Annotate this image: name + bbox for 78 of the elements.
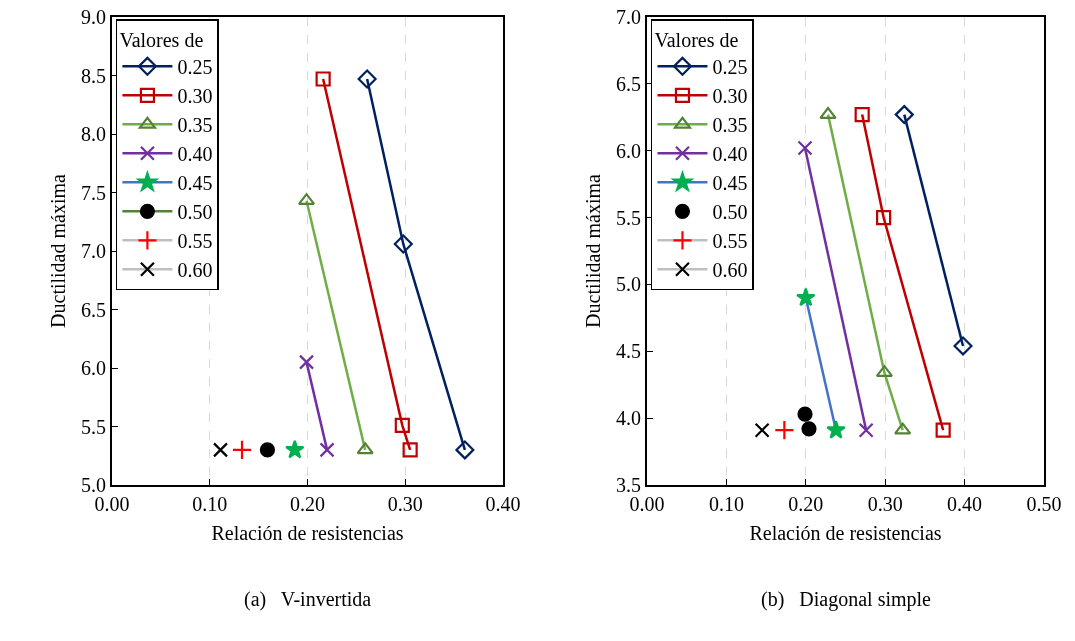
point bbox=[455, 440, 475, 460]
legend-label: 0.40 bbox=[712, 143, 748, 166]
point bbox=[774, 419, 795, 441]
y-tick-label: 5.5 bbox=[616, 206, 641, 229]
x-tick-label: 0.40 bbox=[485, 493, 521, 515]
legend-label: 0.30 bbox=[177, 85, 213, 108]
point bbox=[319, 442, 335, 458]
text: (a) V-invertida bbox=[244, 588, 372, 611]
point bbox=[858, 422, 874, 438]
x-axis-title: Relación de resistencias bbox=[749, 522, 942, 544]
point bbox=[796, 287, 816, 307]
y-tick-label: 7.0 bbox=[616, 6, 641, 28]
point bbox=[935, 422, 951, 438]
point bbox=[797, 406, 813, 422]
y-tick-label: 7.0 bbox=[81, 240, 106, 262]
y-tick-label: 4.0 bbox=[616, 407, 641, 430]
y-tick-label: 5.0 bbox=[81, 474, 106, 496]
y-tick-label: 3.5 bbox=[616, 474, 641, 496]
point bbox=[894, 422, 912, 435]
legend-label: 0.50 bbox=[712, 201, 748, 224]
legend-label: 0.35 bbox=[177, 114, 213, 137]
legend-label: 0.25 bbox=[177, 56, 213, 79]
legend-label: 0.60 bbox=[177, 259, 213, 282]
x-tick-label: 0.00 bbox=[94, 493, 130, 515]
legend-label: 0.55 bbox=[177, 230, 213, 253]
point bbox=[315, 71, 331, 87]
point bbox=[393, 234, 413, 254]
y-tick-label: 8.0 bbox=[81, 123, 106, 145]
y-tick-label: 6.5 bbox=[616, 72, 641, 95]
y-tick-label: 5.5 bbox=[81, 415, 106, 438]
point bbox=[854, 107, 870, 123]
y-tick-label: 6.5 bbox=[81, 298, 106, 321]
point bbox=[231, 439, 253, 461]
x-tick-label: 0.10 bbox=[708, 493, 744, 515]
y-tick-label: 8.5 bbox=[81, 64, 106, 87]
point bbox=[394, 417, 410, 433]
x-tick-label: 0.00 bbox=[629, 493, 665, 515]
point bbox=[402, 442, 418, 458]
point bbox=[826, 419, 846, 439]
y-tick-label: 4.5 bbox=[616, 340, 641, 363]
y-axis-title: Ductilidad máxima bbox=[582, 173, 604, 328]
point bbox=[953, 336, 973, 356]
legend-label: 0.45 bbox=[712, 172, 748, 195]
y-tick-label: 9.0 bbox=[81, 6, 106, 28]
point bbox=[285, 439, 305, 459]
x-tick-label: 0.40 bbox=[947, 493, 983, 515]
point bbox=[298, 354, 315, 370]
point bbox=[212, 442, 229, 458]
legend-label: 0.60 bbox=[712, 259, 748, 282]
text: (b) Diagonal simple bbox=[761, 588, 932, 611]
point bbox=[754, 422, 770, 438]
point bbox=[801, 421, 817, 437]
x-tick-label: 0.30 bbox=[387, 493, 423, 515]
x-tick-label: 0.30 bbox=[867, 493, 903, 515]
legend-label: 0.50 bbox=[177, 201, 213, 224]
point bbox=[876, 209, 892, 226]
point bbox=[894, 105, 914, 125]
x-tick-label: 0.10 bbox=[192, 493, 228, 515]
point bbox=[357, 69, 377, 89]
x-tick-label: 0.20 bbox=[290, 493, 325, 515]
y-tick-label: 5.0 bbox=[616, 273, 641, 296]
y-tick-label: 6.0 bbox=[81, 357, 106, 379]
legend-label: 0.35 bbox=[712, 114, 748, 137]
y-axis-title: Ductilidad máxima bbox=[47, 173, 69, 328]
legend-title: Valores de bbox=[654, 28, 739, 51]
legend-title: Valores de bbox=[119, 28, 204, 51]
x-tick-label: 0.20 bbox=[788, 493, 824, 515]
legend-label: 0.55 bbox=[712, 230, 748, 253]
y-tick-label: 7.5 bbox=[81, 181, 106, 204]
legend-label: 0.30 bbox=[712, 85, 748, 108]
point bbox=[797, 140, 813, 156]
y-tick-label: 6.0 bbox=[616, 139, 641, 162]
x-axis-title: Relación de resistencias bbox=[211, 522, 404, 544]
legend-label: 0.45 bbox=[177, 172, 213, 195]
legend-label: 0.40 bbox=[177, 143, 213, 166]
x-tick-label: 0.50 bbox=[1026, 493, 1062, 515]
legend-label: 0.25 bbox=[712, 56, 748, 79]
point bbox=[259, 442, 276, 458]
